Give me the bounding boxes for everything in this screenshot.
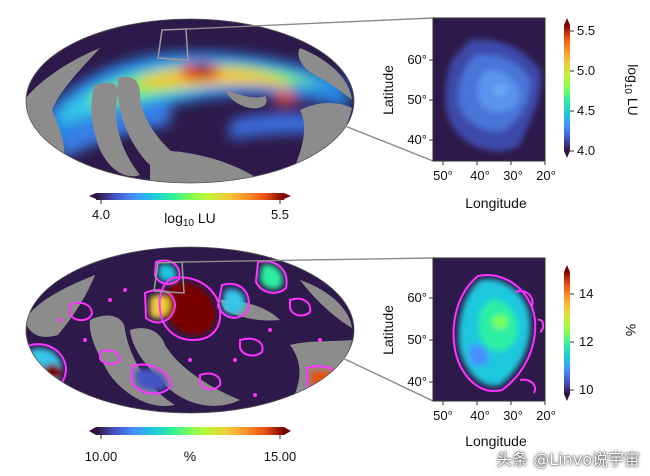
bottom-inset-ytick: 40° [407,374,427,389]
top-inset-colorbar: 5.5 5.0 4.5 4.0 log10 LU [564,18,641,158]
bottom-cbar-tick: 12 [579,334,593,349]
bottom-cbar-title: % [184,448,196,464]
top-cbar-min: 4.0 [92,207,110,222]
bottom-cbar-tick: 10 [579,382,593,397]
bottom-connector-lines [181,257,434,402]
bottom-inset-xlabel: Longitude [465,433,527,449]
bottom-inset-xtick: 20° [536,408,556,423]
bottom-inset-ytick: 60° [407,290,427,305]
bottom-cbar-max: 15.00 [264,449,297,464]
bottom-colorbar: 10.00 15.00 % [85,427,297,464]
bottom-inset-xtick: 50° [433,408,453,423]
bottom-cbar-tick: 14 [579,286,593,301]
top-inset-xtick: 30° [503,168,523,183]
top-cbar-max: 5.5 [271,207,289,222]
top-connector-lines [185,17,434,162]
bottom-sky-map [25,246,355,414]
bottom-inset-map: 50° 40° 30° 20° 60° 50° 40° Longitude La… [380,257,556,449]
top-sky-map [25,18,355,184]
bottom-inset-colorbar: 14 12 10 % [564,265,639,401]
top-inset-map: 50° 40° 30° 20° 60° 50° 40° Longitude La… [380,17,556,211]
top-cbar-label: log10 LU [622,64,641,116]
bottom-inset-ylabel: Latitude [380,305,396,355]
top-cbar-tick: 4.5 [577,103,595,118]
top-inset-xtick: 40° [470,168,490,183]
top-inset-xtick: 50° [433,168,453,183]
top-cbar-tick: 5.0 [577,63,595,78]
top-cbar-tick: 4.0 [577,143,595,158]
top-inset-ylabel: Latitude [380,65,396,115]
top-cbar-title: log10 LU [164,210,216,229]
watermark: 头条 @Linvo说宇宙 [496,450,640,469]
top-colorbar: 4.0 5.5 log10 LU [89,193,291,229]
top-inset-xlabel: Longitude [465,195,527,211]
top-inset-ytick: 40° [407,132,427,147]
top-inset-ytick: 50° [407,92,427,107]
top-inset-xtick: 20° [536,168,556,183]
bottom-cbar-min: 10.00 [85,449,118,464]
bottom-cbar-label: % [623,324,639,336]
top-cbar-tick: 5.5 [577,23,595,38]
bottom-inset-xtick: 40° [470,408,490,423]
bottom-inset-ytick: 50° [407,332,427,347]
top-inset-ytick: 60° [407,52,427,67]
bottom-inset-xtick: 30° [503,408,523,423]
